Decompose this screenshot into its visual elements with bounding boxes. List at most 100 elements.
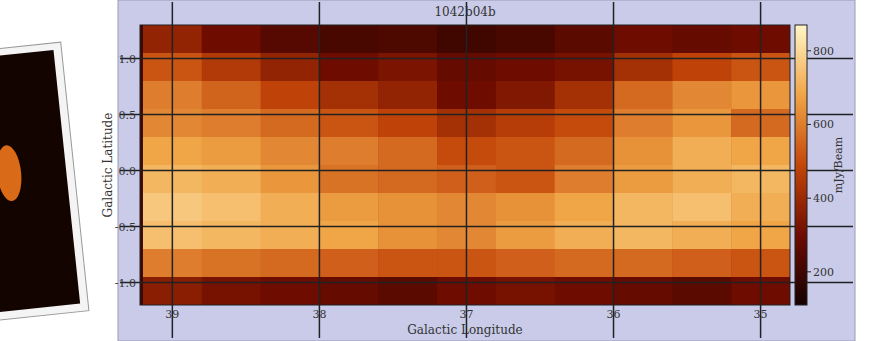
colorbar-label: mJy/Beam: [832, 136, 845, 193]
cell: [378, 109, 437, 138]
cell: [202, 193, 261, 222]
cell: [261, 81, 320, 110]
side-panel: [0, 42, 89, 321]
cell: [202, 249, 261, 278]
cell: [496, 193, 555, 222]
cell: [261, 249, 320, 278]
cell: [378, 221, 437, 250]
cell: [496, 277, 555, 305]
cell: [202, 137, 261, 166]
grid-line-y: [120, 282, 853, 284]
cell: [378, 249, 437, 278]
cell: [261, 277, 320, 305]
cell: [614, 25, 673, 54]
cell: [202, 109, 261, 138]
cell: [672, 165, 731, 194]
cell: [378, 165, 437, 194]
y-tick-label: -1.0: [115, 277, 136, 290]
cell: [614, 53, 673, 82]
cell: [672, 137, 731, 166]
x-tick-label: 35: [754, 308, 768, 321]
cell: [319, 249, 378, 278]
cell: [378, 137, 437, 166]
colorbar-tick-label: 400: [813, 192, 834, 205]
colorbar-tick-label: 200: [813, 266, 834, 279]
cell: [614, 221, 673, 250]
cell: [261, 25, 320, 54]
grid-line-y: [120, 170, 853, 172]
cell: [202, 25, 261, 54]
cell: [378, 277, 437, 305]
y-tick-label: 0.0: [119, 165, 137, 178]
cell: [496, 109, 555, 138]
cell: [378, 81, 437, 110]
cell: [496, 137, 555, 166]
cell: [319, 165, 378, 194]
x-tick-label: 38: [312, 308, 326, 321]
cell: [555, 25, 614, 54]
plot-bg: [140, 25, 790, 305]
cell: [555, 165, 614, 194]
colorbar-tick: [807, 50, 811, 51]
cell: [378, 53, 437, 82]
title: 1042b04b: [434, 5, 495, 19]
y-tick-label: 1.0: [119, 53, 137, 66]
cell: [672, 277, 731, 305]
cell: [614, 249, 673, 278]
x-tick-label: 37: [459, 308, 473, 321]
cell: [378, 25, 437, 54]
side-frame: [0, 42, 89, 321]
cell: [496, 165, 555, 194]
cell: [496, 53, 555, 82]
grid-line-y: [120, 58, 853, 60]
cell: [614, 81, 673, 110]
cell: [319, 137, 378, 166]
side-image: [0, 50, 80, 313]
panel: [118, 0, 855, 341]
cell: [555, 53, 614, 82]
cells: [140, 25, 790, 305]
cell: [555, 193, 614, 222]
cell: [202, 277, 261, 305]
y-axis-label: Galactic Latitude: [101, 113, 115, 218]
cell: [555, 221, 614, 250]
cell: [202, 165, 261, 194]
cell: [319, 221, 378, 250]
cell: [672, 221, 731, 250]
cell: [555, 81, 614, 110]
cell: [555, 137, 614, 166]
y-tick-label: 0.5: [119, 109, 137, 122]
cell: [672, 53, 731, 82]
colorbar-tick: [807, 198, 811, 199]
cell: [555, 109, 614, 138]
y-tick-label: -0.5: [115, 221, 136, 234]
cell: [555, 249, 614, 278]
cell: [555, 277, 614, 305]
cell: [319, 81, 378, 110]
cell: [672, 109, 731, 138]
cell: [319, 53, 378, 82]
cell: [496, 249, 555, 278]
cell: [261, 193, 320, 222]
colorbar-tick: [807, 124, 811, 125]
cell: [319, 109, 378, 138]
cell: [672, 81, 731, 110]
cell: [672, 25, 731, 54]
colorbar-tick-label: 800: [813, 45, 834, 58]
cell: [319, 277, 378, 305]
cell: [261, 165, 320, 194]
cell: [202, 53, 261, 82]
cell: [261, 53, 320, 82]
cell: [261, 137, 320, 166]
cell: [496, 81, 555, 110]
cell: [378, 193, 437, 222]
cell: [496, 221, 555, 250]
cell: [319, 193, 378, 222]
grid-line-y: [120, 114, 853, 116]
colorbar-tick-label: 600: [813, 118, 834, 131]
cell: [319, 25, 378, 54]
chart: 39383736351.00.50.0-0.5-1.01042b04bGalac…: [0, 0, 885, 341]
cell: [202, 81, 261, 110]
cell: [614, 165, 673, 194]
cell: [614, 137, 673, 166]
